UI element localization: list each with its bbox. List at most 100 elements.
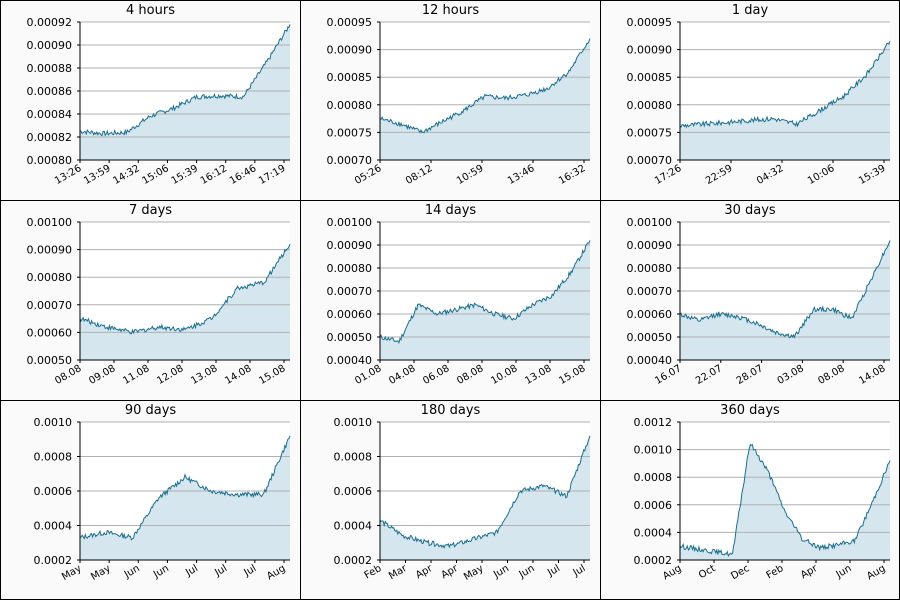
series-area	[80, 24, 290, 160]
y-tick-label: 0.0010	[334, 416, 373, 429]
x-tick-label: Jun	[834, 563, 854, 581]
x-tick-label: 03.08	[776, 363, 806, 387]
series-area	[680, 41, 890, 160]
chart-title: 14 days	[424, 203, 477, 218]
chart-title: 7 days	[128, 203, 173, 218]
series-line	[79, 24, 291, 137]
x-tick-label: 15:39	[857, 163, 887, 187]
y-tick-label: 0.0002	[334, 554, 373, 567]
y-tick-label: 0.00050	[627, 331, 673, 344]
y-tick-label: 0.0006	[334, 485, 373, 498]
y-tick-label: 0.0002	[634, 554, 673, 567]
y-tick-label: 0.0008	[334, 451, 373, 464]
y-tick-label: 0.0004	[334, 520, 373, 533]
y-tick-label: 0.00070	[627, 285, 673, 298]
y-tick-label: 0.00090	[27, 39, 73, 52]
y-tick-label: 0.00070	[627, 154, 673, 167]
y-tick-label: 0.0004	[634, 526, 673, 539]
chart-panel: 1 day 0.00070 0.00075 0.00080 0.00085 0.00090…	[600, 0, 900, 201]
y-tick-label: 0.00060	[327, 308, 373, 321]
x-tick-label: Mar	[387, 563, 410, 582]
x-tick-label: Jun	[491, 563, 511, 581]
chart-title: 4 hours	[126, 3, 175, 18]
y-tick-label: 0.0010	[634, 444, 673, 457]
x-tick-label: 22:59	[704, 163, 734, 187]
y-tick-label: 0.00040	[327, 354, 373, 367]
chart-title: 30 days	[724, 203, 776, 218]
x-tick-label: Aug	[865, 563, 887, 582]
chart-title: 1 day	[731, 3, 769, 18]
y-tick-label: 0.00040	[627, 354, 673, 367]
x-tick-label: 14:32	[111, 163, 141, 187]
x-tick-label: 28.07	[735, 363, 765, 387]
x-tick-label: 14.08	[857, 363, 887, 387]
x-tick-label: Apr	[799, 563, 820, 582]
y-tick-label: 0.00090	[27, 244, 73, 257]
y-tick-label: 0.0008	[34, 451, 73, 464]
x-tick-label: 15.08	[257, 363, 287, 387]
chart-panel: 180 days 0.0002 0.0004 0.0006 0.0008 0.0010 Fe…	[300, 400, 601, 600]
x-tick-label: Jul	[545, 563, 562, 579]
chart-title: 12 hours	[421, 3, 480, 18]
y-tick-label: 0.00080	[627, 262, 673, 275]
y-tick-label: 0.00088	[27, 62, 73, 75]
y-tick-label: 0.00060	[27, 326, 73, 339]
series-line	[379, 435, 591, 549]
chart-panel: 14 days 0.00040 0.00050 0.00060 0.00070 0.000…	[300, 200, 601, 401]
x-tick-label: 13:59	[82, 163, 112, 187]
x-tick-label: 14.08	[223, 363, 253, 387]
chart-title: 90 days	[124, 403, 177, 418]
x-tick-label: 15:06	[140, 163, 170, 187]
y-tick-label: 0.00080	[327, 99, 373, 112]
series-area	[80, 435, 290, 560]
y-tick-label: 0.00090	[627, 239, 673, 252]
x-tick-label: 16:32	[557, 163, 587, 187]
chart-svg: 0.0002 0.0004 0.0006 0.0008 0.0010 0.0012 Aug O…	[634, 416, 891, 582]
y-tick-label: 0.0006	[34, 485, 73, 498]
y-tick-label: 0.00082	[27, 131, 73, 144]
series-line	[679, 443, 891, 558]
series-line	[79, 435, 291, 541]
chart-panel: 30 days 0.00040 0.00050 0.00060 0.00070 0.000…	[600, 200, 900, 401]
x-tick-label: 13:46	[506, 163, 536, 187]
y-tick-label: 0.00070	[27, 299, 73, 312]
y-tick-label: 0.00080	[27, 154, 73, 167]
series-area	[680, 240, 890, 360]
x-tick-label: Apr	[440, 563, 461, 582]
x-tick-label: 08.08	[816, 363, 846, 387]
y-tick-label: 0.00080	[627, 99, 673, 112]
y-tick-label: 0.00100	[327, 216, 373, 229]
series-line	[379, 38, 591, 134]
y-tick-label: 0.00095	[327, 16, 373, 29]
x-tick-label: Jul	[571, 563, 588, 579]
series-line	[379, 240, 591, 344]
y-tick-label: 0.00090	[327, 44, 373, 57]
y-tick-label: 0.00080	[327, 262, 373, 275]
x-tick-label: May	[89, 563, 112, 583]
x-tick-label: 13.08	[523, 363, 553, 387]
y-tick-label: 0.00050	[27, 354, 73, 367]
chart-panel: 12 hours 0.00070 0.00075 0.00080 0.00085 0.00…	[300, 0, 601, 201]
y-tick-label: 0.0004	[34, 520, 73, 533]
series-area	[380, 240, 590, 360]
series-area	[380, 38, 590, 160]
y-tick-label: 0.0008	[634, 471, 673, 484]
y-tick-label: 0.0006	[634, 499, 673, 512]
y-tick-label: 0.00100	[627, 216, 673, 229]
y-tick-label: 0.0002	[34, 554, 73, 567]
y-tick-label: 0.00086	[27, 85, 73, 98]
x-tick-label: 04:32	[755, 163, 785, 187]
y-tick-label: 0.00075	[327, 126, 373, 139]
x-tick-label: 17:19	[257, 163, 287, 187]
x-tick-label: 15:39	[170, 163, 200, 187]
chart-panel: 4 hours 0.00080 0.00082 0.00084 0.00086 0.000…	[0, 0, 301, 201]
chart-title: 360 days	[720, 403, 780, 418]
series-line	[679, 240, 891, 339]
x-tick-label: Jul	[242, 563, 259, 579]
y-tick-label: 0.00084	[27, 108, 73, 121]
y-tick-label: 0.00095	[627, 16, 673, 29]
x-tick-label: 10:59	[455, 163, 485, 187]
y-tick-label: 0.00060	[627, 308, 673, 321]
